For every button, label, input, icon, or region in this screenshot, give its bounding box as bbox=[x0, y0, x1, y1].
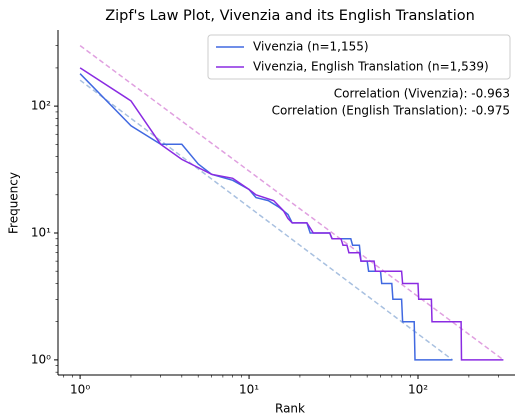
legend-label: Vivenzia (n=1,155) bbox=[253, 40, 369, 54]
x-tick-label: 10¹ bbox=[239, 383, 259, 397]
x-tick-label: 10² bbox=[408, 383, 428, 397]
fit-line bbox=[79, 79, 453, 361]
chart-title: Zipf's Law Plot, Vivenzia and its Englis… bbox=[105, 8, 475, 24]
annotation: Correlation (English Translation): -0.97… bbox=[272, 104, 510, 118]
x-axis-label: Rank bbox=[275, 402, 305, 416]
legend-label: Vivenzia, English Translation (n=1,539) bbox=[253, 60, 489, 74]
y-tick-label: 10¹ bbox=[31, 225, 51, 239]
legend-box bbox=[207, 34, 511, 80]
y-tick-label: 10² bbox=[31, 99, 51, 113]
annotation: Correlation (Vivenzia): -0.963 bbox=[334, 87, 510, 101]
x-tick-label: 10⁰ bbox=[70, 383, 90, 397]
y-tick-label: 10⁰ bbox=[31, 352, 51, 366]
y-axis-label: Frequency bbox=[7, 172, 21, 234]
series-line bbox=[79, 67, 504, 361]
